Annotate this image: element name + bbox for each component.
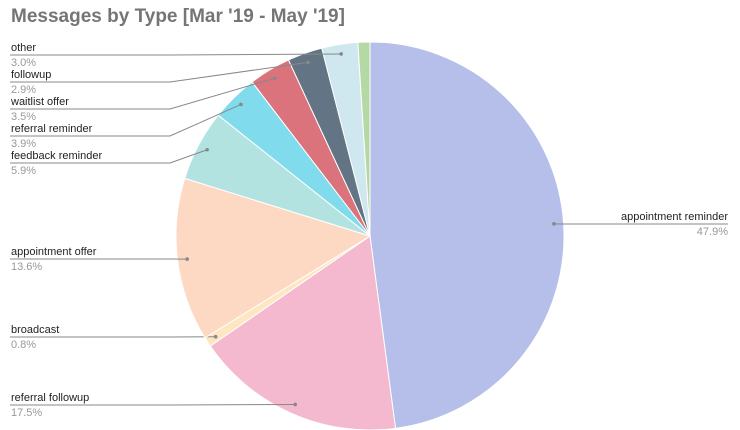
slice-label: appointment reminder <box>621 211 728 223</box>
leader-line <box>10 104 242 137</box>
pie-slice <box>357 41 371 237</box>
slice-value-label: 47.9% <box>697 226 728 238</box>
chart-title: Messages by Type [Mar '19 - May '19] <box>11 6 345 27</box>
slice-value-label: 13.6% <box>11 261 42 273</box>
leader-dot <box>185 257 189 261</box>
leader-line <box>10 149 208 164</box>
leader-dot <box>306 60 310 65</box>
leader-line <box>10 53 342 56</box>
slice-label: feedback reminder <box>11 150 102 162</box>
slice-value-label: 3.0% <box>11 57 36 69</box>
slice-value-label: 0.8% <box>11 339 36 351</box>
slice-value-label: 3.9% <box>11 138 36 150</box>
slice-value-label: 5.9% <box>11 165 36 177</box>
leader-dot <box>205 147 209 152</box>
slice-value-label: 17.5% <box>11 407 42 419</box>
leader-dot <box>339 52 343 56</box>
pie-slice <box>175 177 372 339</box>
slice-label: appointment offer <box>11 246 97 258</box>
slice-label: waitlist offer <box>10 96 69 108</box>
leader-line <box>10 403 296 406</box>
leader-line <box>10 61 309 83</box>
leader-dot <box>213 334 218 339</box>
leader-dot <box>239 102 243 107</box>
slice-label: referral followup <box>11 392 89 404</box>
slice-label: referral reminder <box>11 123 93 135</box>
leader-line <box>10 77 275 110</box>
leader-dot <box>293 402 298 407</box>
slice-label: broadcast <box>11 324 59 336</box>
leader-dot <box>272 76 277 81</box>
slice-label: other <box>11 42 36 54</box>
slice-value-label: 2.9% <box>11 84 36 96</box>
slice-label: followup <box>11 69 51 81</box>
leader-dot <box>552 222 556 226</box>
pie-slice <box>369 41 565 429</box>
slice-value-label: 3.5% <box>11 111 36 123</box>
